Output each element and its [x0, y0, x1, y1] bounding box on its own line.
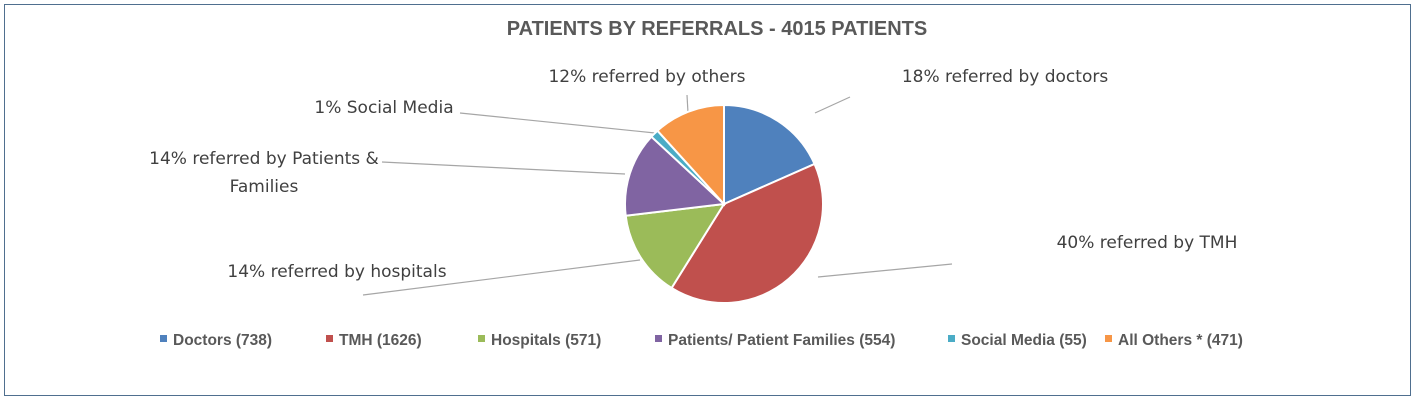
pie-slice-patients	[624, 135, 727, 217]
leader-line-others	[686, 94, 689, 114]
data-label-doctors: 18% referred by doctors	[902, 67, 1109, 87]
legend-label-social: Social Media (55)	[961, 332, 1087, 349]
legend-swatch-doctors	[160, 335, 167, 342]
legend-label-tmh: TMH (1626)	[339, 332, 422, 349]
data-label-tmh: 40% referred by TMH	[1057, 233, 1238, 253]
leader-line-social	[459, 112, 656, 134]
legend-swatch-social	[948, 335, 955, 342]
legend-label-hospitals: Hospitals (571)	[491, 332, 601, 349]
data-label-line: 40% referred by TMH	[1057, 233, 1238, 253]
legend-swatch-hospitals	[478, 335, 485, 342]
leader-line-hospitals	[362, 259, 641, 296]
legend-swatch-patients	[655, 335, 662, 342]
data-label-line: 18% referred by doctors	[902, 67, 1109, 87]
pie-slice-doctors	[723, 103, 816, 206]
data-label-line: 14% referred by hospitals	[227, 262, 446, 282]
legend-swatch-others	[1105, 335, 1112, 342]
leader-line-doctors	[814, 96, 851, 114]
pie-slice-tmh	[670, 162, 824, 304]
data-label-line: Families	[230, 177, 299, 197]
data-label-hospitals: 14% referred by hospitals	[227, 262, 446, 282]
legend-label-patients: Patients/ Patient Families (554)	[668, 332, 895, 349]
data-label-line: 1% Social Media	[314, 98, 453, 118]
data-label-line: 12% referred by others	[548, 67, 745, 87]
leader-line-patients	[381, 161, 626, 175]
legend-swatch-tmh	[326, 335, 333, 342]
data-label-others: 12% referred by others	[548, 67, 745, 87]
pie-slice-others	[656, 103, 725, 207]
chart-title: PATIENTS BY REFERRALS - 4015 PATIENTS	[507, 18, 927, 40]
leader-line-tmh	[817, 263, 953, 278]
data-label-social: 1% Social Media	[314, 98, 453, 118]
data-label-line: 14% referred by Patients &	[149, 149, 379, 169]
data-label-patients: 14% referred by Patients & Families	[149, 149, 379, 197]
legend-label-others: All Others * (471)	[1118, 332, 1243, 349]
legend-label-doctors: Doctors (738)	[173, 332, 272, 349]
pie-slice-hospitals	[624, 202, 726, 290]
